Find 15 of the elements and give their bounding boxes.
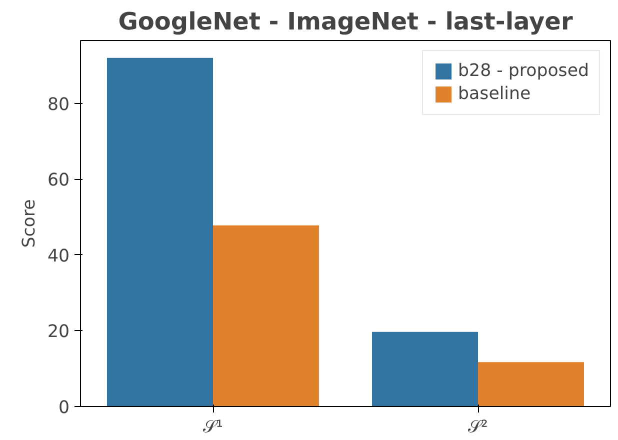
y-tick-label: 20 [47,322,70,342]
y-axis-title: Score [19,199,40,248]
legend-label: b28 - proposed [458,61,589,81]
bar [107,58,213,406]
x-tick-label: 𝒮² [468,418,488,438]
y-tick-label: 80 [47,94,70,115]
bar [478,362,584,406]
y-tick-label: 0 [58,398,70,418]
legend-label: baseline [458,84,531,104]
y-tick-label: 40 [47,246,70,266]
bar [372,332,478,406]
x-tick-label: 𝒮¹ [203,418,223,438]
y-tick-label: 60 [47,170,70,191]
chart-title: GoogleNet - ImageNet - last-layer [118,8,573,36]
bar [213,225,319,406]
